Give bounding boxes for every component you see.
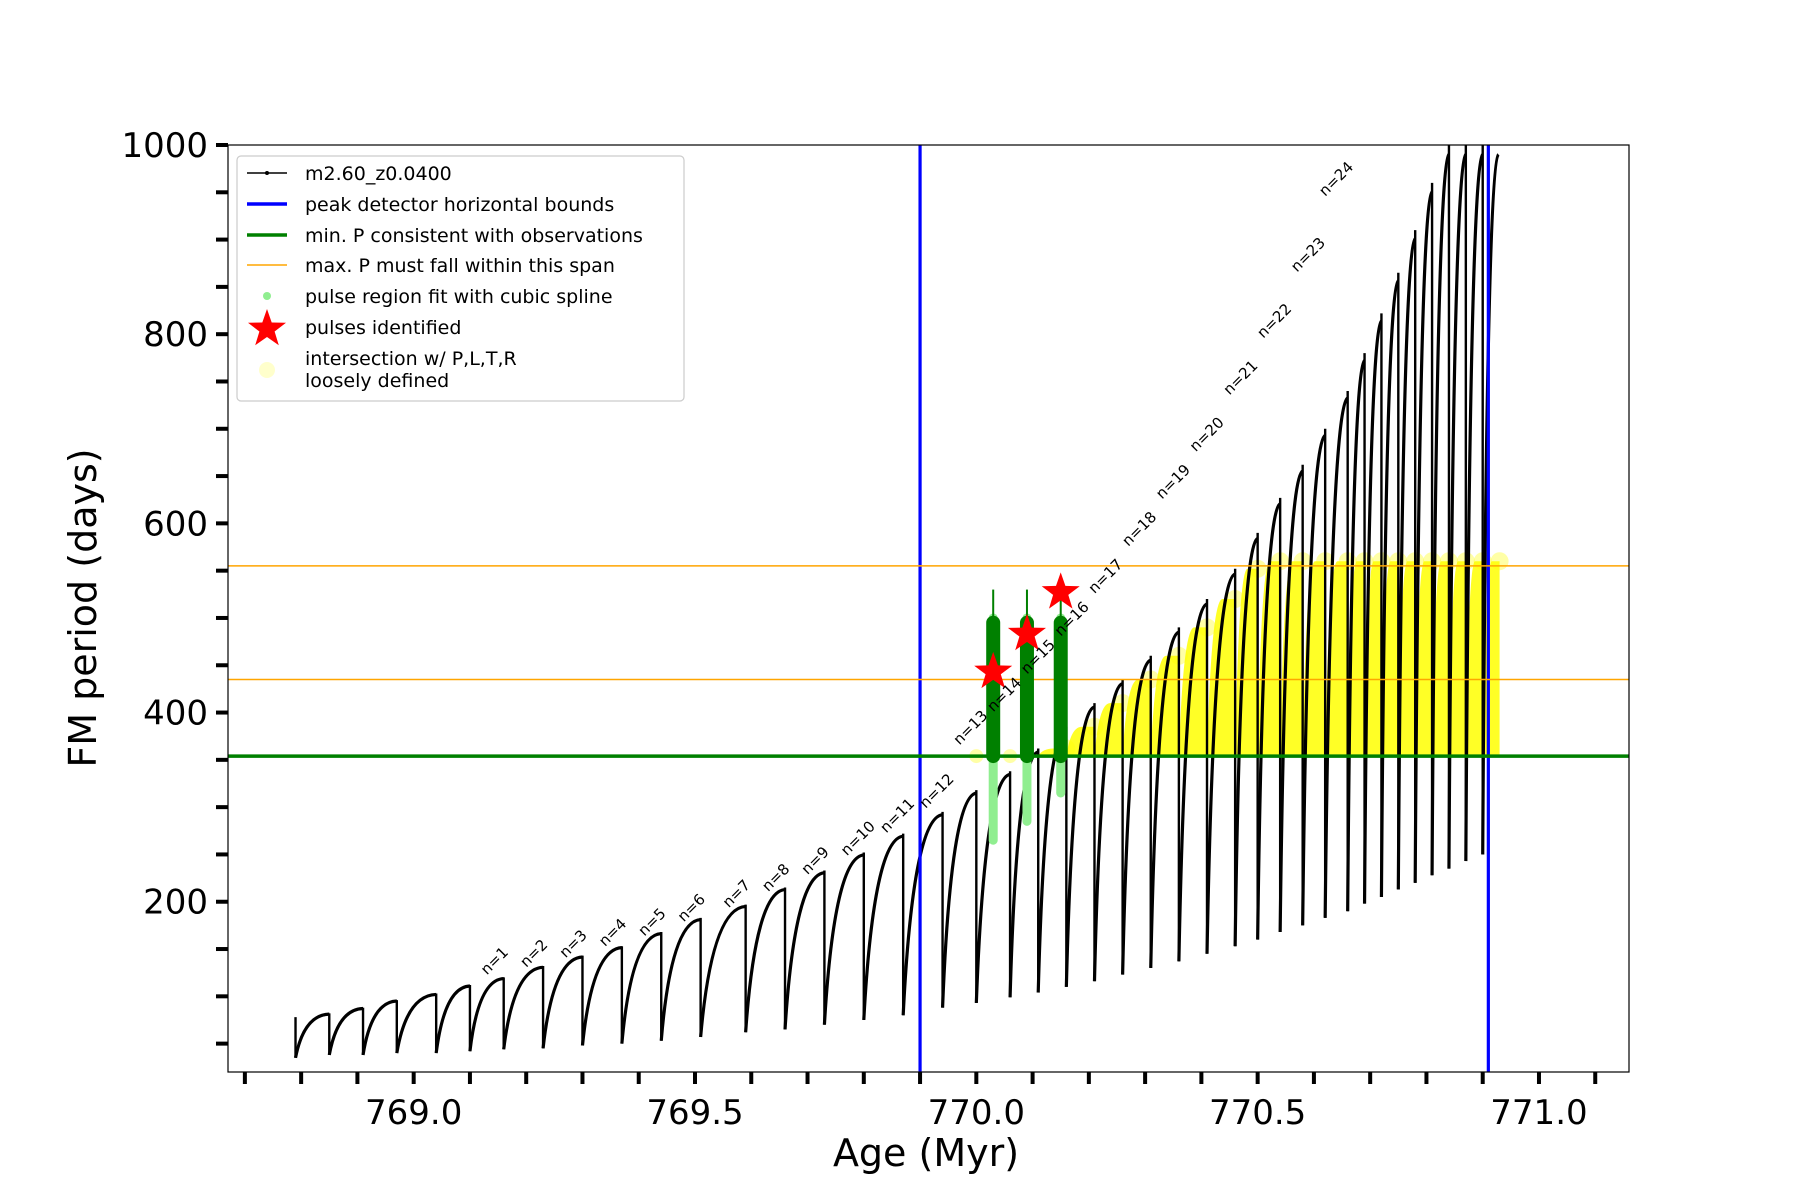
series-curve	[940, 791, 977, 1008]
series-curve	[502, 965, 544, 1050]
series-curve	[1430, 153, 1451, 876]
legend-label: max. P must fall within this span	[305, 255, 615, 277]
series-curve	[620, 931, 662, 1044]
series-curve	[541, 955, 583, 1049]
plot-frame	[227, 144, 1630, 1073]
series-curve	[1396, 237, 1417, 890]
series-curve	[1379, 279, 1400, 898]
pulse-star	[1041, 572, 1080, 609]
series-curve	[434, 984, 471, 1054]
x-tick-label: 771.0	[1490, 1093, 1587, 1133]
series-curve	[1177, 602, 1208, 962]
series-curve	[901, 813, 944, 1016]
y-axis-label: FM period (days)	[61, 448, 105, 767]
pulse-star	[974, 651, 1013, 689]
yellow-intersection-point	[1490, 552, 1509, 571]
series-curve	[659, 917, 701, 1041]
series-curve	[1064, 705, 1096, 987]
y-tick-label: 600	[143, 504, 208, 544]
yellow-intersection-region	[1448, 561, 1466, 757]
x-tick-label: 769.0	[365, 1093, 462, 1133]
series-curve	[1447, 153, 1468, 869]
series-curve	[1149, 630, 1180, 968]
spline-segments-group	[986, 589, 1068, 845]
series-curve	[1323, 396, 1349, 918]
series-curve	[1301, 433, 1327, 926]
x-tick-label: 769.5	[646, 1093, 743, 1133]
legend-swatch-circle	[259, 362, 275, 378]
legend-swatch-star	[248, 309, 286, 346]
series-curve	[1205, 572, 1237, 954]
series-curve	[580, 946, 623, 1046]
plot-content: n=1 n=2 n=3 n=4 n=5 n=6 n=7 n=8 n=9n=10n=11n=12n…	[228, 145, 1629, 1072]
y-tick-label: 400	[143, 694, 208, 734]
series-curve	[1233, 536, 1259, 947]
series-curve	[1278, 469, 1304, 933]
yellow-intersection-region	[1415, 561, 1433, 757]
yellow-intersection-region	[1066, 726, 1095, 757]
legend-swatch-marker	[265, 171, 269, 175]
legend-label: peak detector horizontal bounds	[305, 194, 614, 216]
series-curve	[1256, 502, 1282, 940]
legend-box	[236, 155, 685, 402]
y-axis: 200 400 600 800 1000	[121, 126, 228, 1046]
series-curve	[1346, 359, 1366, 912]
y-tick-label: 800	[143, 315, 208, 355]
x-tick-label: 770.0	[928, 1093, 1025, 1133]
series-curve	[395, 992, 437, 1054]
series-curve	[699, 904, 746, 1038]
series-curve	[862, 834, 904, 1021]
reference-lines-group	[228, 145, 1629, 1072]
series-curve	[468, 976, 504, 1052]
x-tick-label: 770.5	[1209, 1093, 1306, 1133]
series-curve	[1362, 319, 1383, 904]
y-tick-label: 200	[143, 883, 208, 923]
pulse-star	[1007, 614, 1046, 651]
legend-label: m2.60_z0.0400	[305, 163, 452, 185]
series-curve	[293, 1012, 330, 1059]
series-curve	[361, 999, 397, 1056]
yellow-intersection-region	[1432, 561, 1449, 757]
series-curve	[822, 853, 865, 1025]
series-curve	[1464, 153, 1485, 862]
x-axis: 769.0 769.5 770.0 770.5 771.0	[242, 1072, 1598, 1133]
yellow-intersection-region	[1178, 627, 1208, 757]
pulse-stars-group	[974, 572, 1080, 689]
legend-label-line2: loosely defined	[305, 370, 449, 392]
series-curve	[783, 871, 825, 1030]
legend-swatch-dot	[263, 292, 271, 300]
legend-label: pulse region fit with cubic spline	[305, 286, 613, 308]
series-curve	[744, 887, 786, 1033]
series-curve	[1092, 681, 1124, 982]
yellow-intersection-region	[1150, 655, 1179, 757]
yellow-intersection-region	[1465, 561, 1483, 757]
legend-label: intersection w/ P,L,T,R	[305, 348, 517, 370]
series-curve	[1121, 658, 1152, 975]
yellow-intersection-region	[1398, 561, 1416, 757]
legend-label: min. P consistent with observations	[305, 225, 643, 247]
series-curve	[1413, 190, 1434, 883]
series-curve	[327, 1006, 364, 1056]
black-series-group	[293, 145, 1500, 1059]
legend-label: pulses identified	[305, 317, 461, 339]
y-tick-label: 1000	[121, 126, 208, 166]
x-axis-label: Age (Myr)	[833, 1131, 1019, 1175]
